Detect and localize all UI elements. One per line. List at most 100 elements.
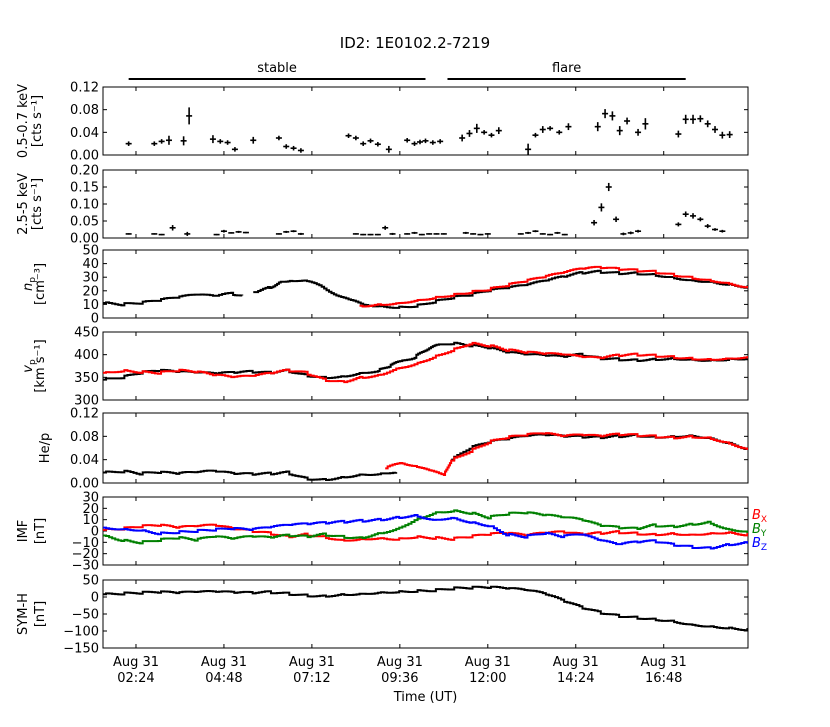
data-point: [437, 139, 444, 144]
x-tick-label: Aug 31: [289, 655, 335, 670]
data-point: [517, 233, 524, 235]
data-point: [426, 233, 433, 235]
data-point: [235, 230, 242, 233]
data-point: [594, 122, 601, 132]
annotation-label-stable: stable: [257, 61, 297, 76]
data-point: [250, 136, 257, 144]
data-point: [283, 230, 290, 233]
data-point: [297, 232, 304, 235]
data-point: [180, 136, 187, 146]
y-axis-label: 0.5-0.7 keV: [16, 84, 31, 158]
data-point: [539, 233, 546, 235]
x-tick-label: 12:00: [469, 671, 506, 686]
data-point: [360, 141, 367, 146]
y-tick-label: 20: [82, 284, 99, 299]
series-line-red: [385, 432, 748, 476]
data-point: [598, 203, 605, 212]
data-point: [591, 219, 598, 226]
y-axis-label: SYM-H: [16, 593, 31, 635]
data-point: [228, 232, 235, 234]
data-point: [417, 139, 424, 145]
data-point: [554, 231, 561, 234]
data-point: [429, 140, 436, 145]
plot-area-hep: [103, 432, 748, 482]
data-point: [484, 233, 491, 235]
data-point: [605, 182, 612, 192]
x-tick-label: Aug 31: [113, 655, 159, 670]
y-axis-unit: [cts s⁻¹]: [30, 95, 45, 147]
y-tick-label: 0.04: [70, 126, 99, 141]
x-tick-label: 09:36: [381, 671, 418, 686]
data-point: [726, 131, 733, 138]
data-point: [283, 144, 290, 149]
annotation-label-flare: flare: [552, 61, 581, 76]
y-tick-label: 50: [82, 574, 99, 589]
series-line-black: [103, 269, 748, 309]
y-axis-unit: [nT]: [33, 601, 48, 627]
data-point: [169, 225, 176, 231]
y-tick-label: 50: [82, 244, 99, 259]
data-point: [389, 232, 396, 235]
data-point: [165, 135, 172, 145]
data-point: [620, 232, 627, 236]
data-point: [411, 141, 418, 146]
y-tick-label: 400: [74, 348, 99, 363]
data-point: [213, 233, 220, 236]
data-point: [525, 143, 532, 155]
data-point: [224, 140, 231, 145]
data-point: [682, 211, 689, 217]
data-point: [704, 120, 711, 128]
series-line-Bx: [103, 523, 748, 542]
data-point: [712, 126, 719, 133]
x-tick-label: 14:24: [557, 671, 594, 686]
data-point: [613, 216, 620, 223]
y-tick-label: −30: [72, 559, 99, 574]
data-point: [682, 114, 689, 124]
data-point: [385, 145, 392, 153]
data-point: [360, 233, 367, 236]
data-point: [704, 224, 711, 229]
y-tick-label: 350: [74, 371, 99, 386]
x-tick-label: 16:48: [645, 671, 682, 686]
y-tick-label: −20: [72, 547, 99, 562]
data-point: [290, 145, 297, 151]
y-axis-unit: [cm⁻³]: [33, 263, 48, 305]
data-point: [602, 109, 609, 119]
data-point: [151, 141, 158, 146]
data-point: [440, 233, 447, 235]
data-point: [477, 233, 484, 236]
x-tick-label: Aug 31: [465, 655, 511, 670]
plot-area-symh: [103, 585, 748, 632]
y-tick-label: −10: [72, 536, 99, 551]
data-point: [352, 135, 359, 141]
y-tick-label: 0.04: [70, 453, 99, 468]
data-point: [539, 126, 546, 133]
data-point: [635, 128, 642, 136]
x-tick-label: 07:12: [293, 671, 330, 686]
data-point: [771, 126, 777, 133]
data-point: [778, 131, 784, 138]
panel-frame-hard: [102, 169, 749, 239]
plot-area-vp: [103, 341, 748, 384]
data-point: [771, 215, 777, 220]
data-point: [690, 114, 697, 124]
data-point: [624, 117, 631, 125]
y-tick-label: 450: [74, 326, 99, 341]
data-point: [374, 141, 381, 147]
data-point: [374, 233, 381, 236]
data-point: [547, 233, 554, 236]
data-point: [382, 225, 389, 230]
y-tick-label: 10: [82, 513, 99, 528]
data-point: [367, 233, 374, 236]
panel-frame-np: [102, 249, 749, 319]
y-tick-label: 0.00: [70, 232, 99, 247]
y-tick-label: 0: [91, 525, 99, 540]
data-point: [290, 230, 297, 233]
y-tick-label: 10: [82, 298, 99, 313]
y-tick-label: 40: [82, 257, 99, 272]
y-tick-label: 0.20: [70, 164, 99, 179]
chart-title: ID2: 1E0102.2-7219: [339, 34, 491, 52]
data-point: [561, 233, 568, 236]
data-point: [220, 229, 227, 233]
data-point: [697, 115, 704, 123]
